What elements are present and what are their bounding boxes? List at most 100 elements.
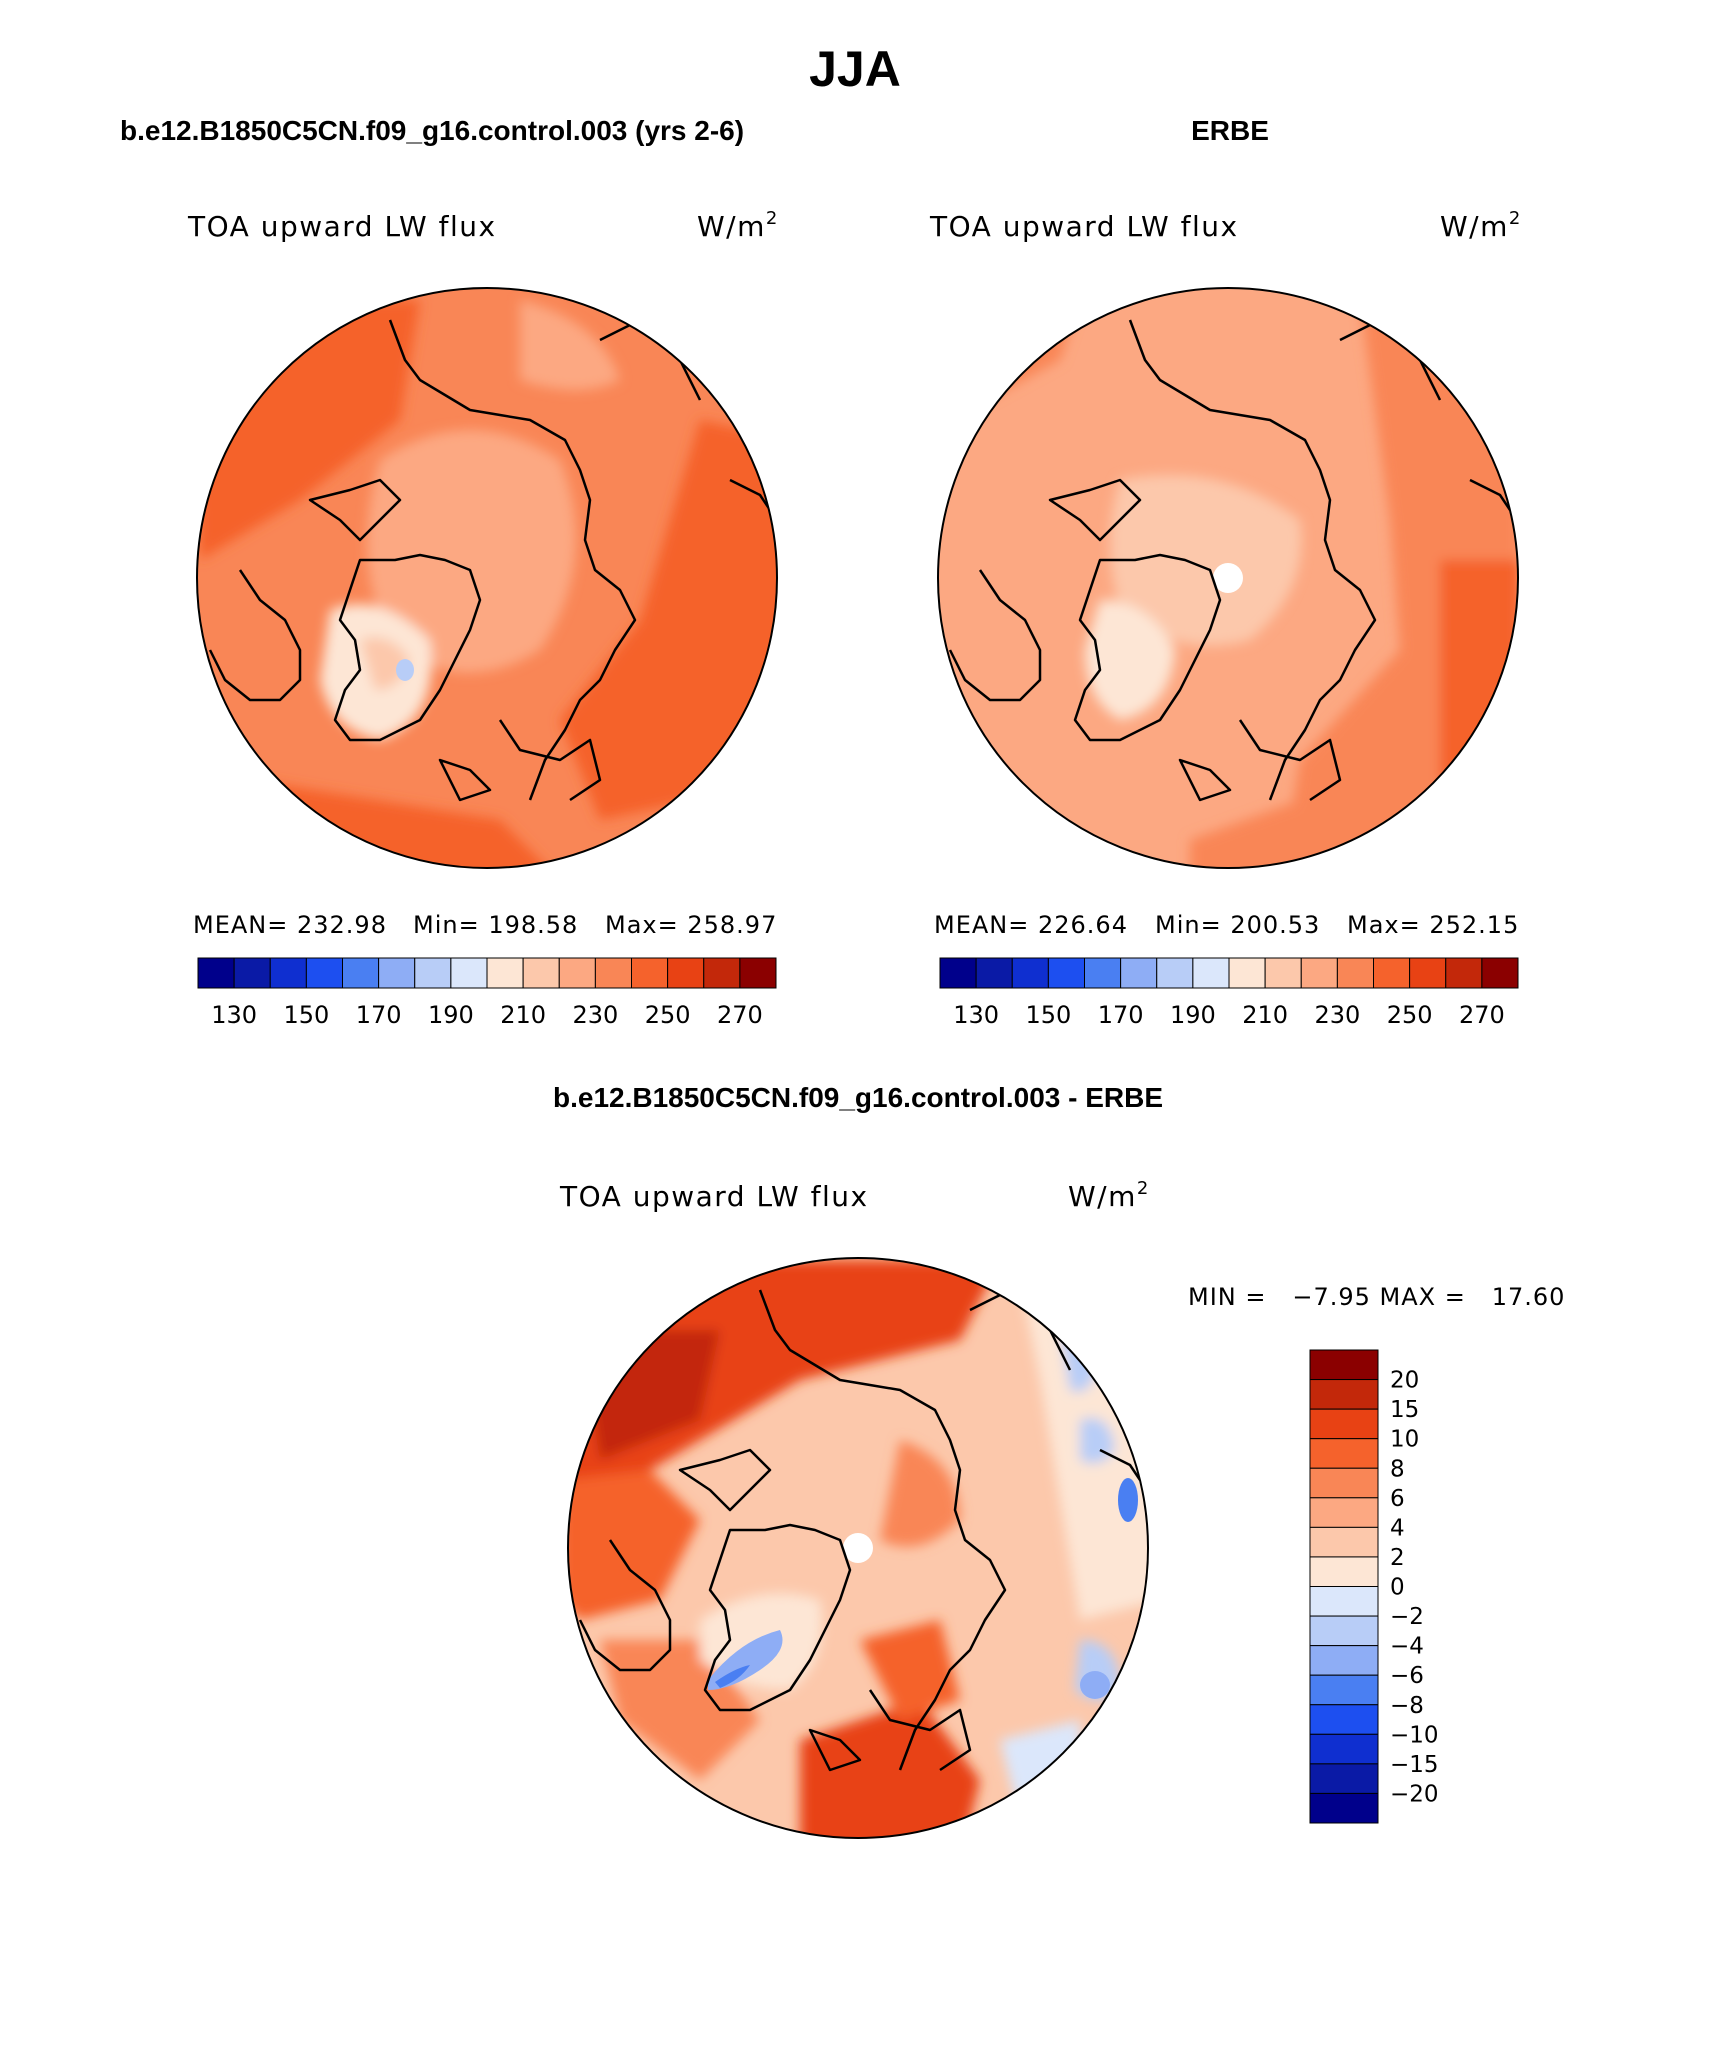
panel-model-variable: TOA upward LW flux [187, 210, 497, 243]
panel-obs-header: ERBE [1191, 115, 1269, 146]
colorbar-swatch [342, 957, 380, 989]
colorbar-swatch [1309, 1497, 1379, 1528]
colorbar-tick-label: 190 [1170, 1001, 1216, 1029]
panel-model-header: b.e12.B1850C5CN.f09_g16.control.003 (yrs… [120, 115, 744, 146]
colorbar-tick-label: −4 [1390, 1634, 1424, 1660]
colorbar-swatch [667, 957, 705, 989]
pole-hole [1213, 563, 1243, 593]
colorbar-swatch [1309, 1645, 1379, 1676]
colorbar-swatch [1373, 957, 1411, 989]
map-difference [568, 1258, 1148, 1838]
colorbar-swatch [594, 957, 632, 989]
colorbar-tick-label: 270 [1459, 1001, 1505, 1029]
units-exponent: 2 [766, 208, 779, 229]
panel-obs-max: Max= 252.15 [1347, 911, 1519, 939]
panel-difference: b.e12.B1850C5CN.f09_g16.control.003 - ER… [553, 1082, 1564, 1839]
colorbar-swatch [1309, 1556, 1379, 1587]
colorbar-swatch [939, 957, 977, 989]
colorbar-swatch [269, 957, 307, 989]
colorbar-swatch [1156, 957, 1194, 989]
colorbar-tick-label: 15 [1390, 1397, 1419, 1423]
colorbar-tick-label: −20 [1390, 1781, 1439, 1807]
colorbar-swatch [1011, 957, 1049, 989]
colorbar-tick-label: 250 [645, 1001, 691, 1029]
colorbar-swatch [378, 957, 416, 989]
colorbar-swatch [1309, 1763, 1379, 1794]
colorbar-tick-label: −6 [1390, 1663, 1424, 1689]
panel-observations: ERBE TOA upward LW flux W/m2 [929, 115, 1522, 1029]
colorbar-tick-label: 8 [1390, 1456, 1405, 1482]
colorbar-tick-label: 230 [1314, 1001, 1360, 1029]
colorbar-swatch [1409, 957, 1447, 989]
colorbar-swatch [1481, 957, 1519, 989]
colorbar-tick-label: 170 [1098, 1001, 1144, 1029]
colorbar-swatch [631, 957, 669, 989]
colorbar-tick-label: 150 [1025, 1001, 1071, 1029]
colorbar-swatch [975, 957, 1013, 989]
map-model [197, 288, 777, 868]
colorbar-tick-label: 270 [717, 1001, 763, 1029]
panel-model-mean: MEAN= 232.98 [193, 911, 387, 939]
colorbar-swatch [1336, 957, 1374, 989]
colorbar-swatch [1192, 957, 1230, 989]
colorbar-tick-label: 210 [1242, 1001, 1288, 1029]
panel-model-max: Max= 258.97 [605, 911, 777, 939]
units-exponent: 2 [1137, 1178, 1150, 1199]
colorbar-tick-label: 210 [500, 1001, 546, 1029]
colorbar-swatch [703, 957, 741, 989]
colorbar-tick-label: −2 [1390, 1604, 1424, 1630]
colorbar-obs: 130 150 170 190 210 230 250 270 [939, 957, 1519, 1029]
colorbar-swatch [1309, 1586, 1379, 1617]
panel-obs-min: Min= 200.53 [1155, 911, 1320, 939]
panel-model: b.e12.B1850C5CN.f09_g16.control.003 (yrs… [120, 115, 779, 1029]
colorbar-swatch [414, 957, 452, 989]
colorbar-swatch [1309, 1467, 1379, 1499]
colorbar-tick-label: 0 [1390, 1575, 1405, 1601]
colorbar-swatch [1309, 1615, 1379, 1647]
colorbar-swatch [522, 957, 560, 989]
colorbar-tick-label: 4 [1390, 1515, 1405, 1541]
colorbar-tick-label: −8 [1390, 1693, 1424, 1719]
colorbar-swatch [233, 957, 271, 989]
colorbar-tick-label: 130 [211, 1001, 257, 1029]
colorbar-tick-label: 150 [283, 1001, 329, 1029]
colorbar-tick-label: 170 [356, 1001, 402, 1029]
colorbar-tick-label: −15 [1390, 1752, 1439, 1778]
colorbar-swatch [1264, 957, 1302, 989]
colorbar-swatch [1084, 957, 1122, 989]
colorbar-swatch [1309, 1733, 1379, 1765]
colorbar-tick-label: 250 [1387, 1001, 1433, 1029]
colorbar-swatch [1309, 1349, 1379, 1381]
colorbar-swatch [305, 957, 343, 989]
colorbar-model: 130 150 170 190 210 230 250 270 [197, 957, 777, 1029]
units-exponent: 2 [1509, 208, 1522, 229]
colorbar-swatch [197, 957, 235, 989]
colorbar-swatch [1309, 1408, 1379, 1440]
greenland-low-spot [396, 659, 414, 681]
panel-diff-units: W/m2 [1068, 1178, 1150, 1213]
panel-diff-header: b.e12.B1850C5CN.f09_g16.control.003 - ER… [553, 1082, 1163, 1113]
coastlines [948, 318, 1512, 802]
panel-obs-mean: MEAN= 226.64 [934, 911, 1128, 939]
colorbar-swatch [1309, 1792, 1379, 1824]
panel-diff-variable: TOA upward LW flux [559, 1180, 869, 1213]
panel-obs-variable: TOA upward LW flux [929, 210, 1239, 243]
colorbar-tick-label: 20 [1390, 1368, 1419, 1394]
colorbar-swatch [1309, 1704, 1379, 1735]
colorbar-swatch [1300, 957, 1338, 989]
colorbar-swatch [1309, 1526, 1379, 1558]
colorbar-swatch [1309, 1674, 1379, 1706]
colorbar-swatch [1309, 1379, 1379, 1410]
colorbar-swatch [558, 957, 596, 989]
coastlines [578, 1288, 1142, 1772]
colorbar-swatch [450, 957, 488, 989]
colorbar-tick-label: −10 [1390, 1722, 1439, 1748]
colorbar-swatch [486, 957, 524, 989]
colorbar-swatch [739, 957, 777, 989]
map-obs [938, 288, 1518, 868]
main-title: JJA [809, 41, 901, 97]
colorbar-tick-label: 2 [1390, 1545, 1405, 1571]
colorbar-swatch [1445, 957, 1483, 989]
